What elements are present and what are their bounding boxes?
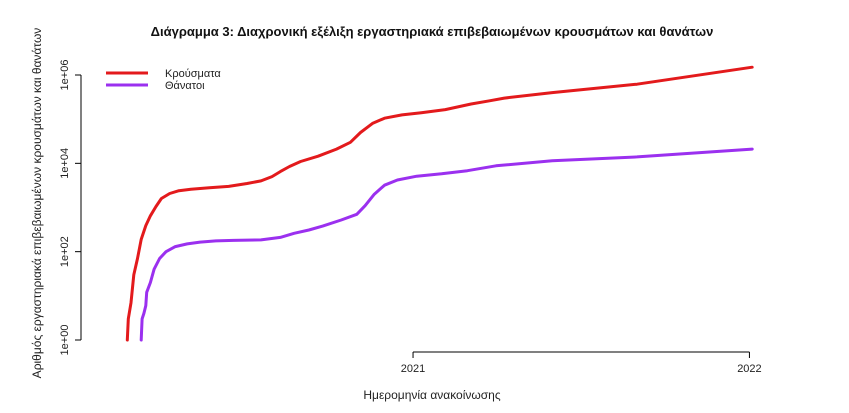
y-tick-label: 1e+04: [59, 148, 71, 179]
x-axis: 2021 2022: [401, 351, 762, 375]
legend-label-1: Κρούσματα: [165, 68, 221, 80]
chart-title: Διάγραμμα 3: Διαχρονική εξέλιξη εργαστηρ…: [151, 24, 714, 39]
y-tick-label: 1e+06: [59, 60, 71, 91]
y-axis: 1e+00 1e+02 1e+04 1e+06: [59, 60, 82, 356]
x-tick-label: 2021: [401, 363, 425, 375]
y-tick-label: 1e+00: [59, 325, 71, 356]
x-tick-label: 2022: [737, 363, 761, 375]
legend-label-2: Θάνατοι: [165, 80, 205, 92]
y-tick-label: 1e+02: [59, 236, 71, 267]
y-axis-title: Αριθμός εργαστηριακά επιβεβαιωμένων κρου…: [30, 28, 44, 379]
series-line-1: [125, 65, 754, 342]
series-line-2: [139, 147, 754, 342]
series-lines: [125, 65, 754, 342]
x-axis-title: Ημερομηνία ανακοίνωσης: [363, 388, 500, 402]
